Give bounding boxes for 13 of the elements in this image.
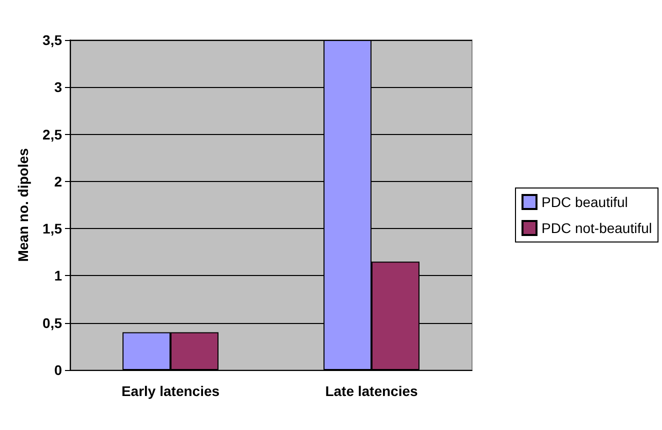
legend-label: PDC not-beautiful [541, 220, 652, 236]
y-tick-label: 1,5 [42, 220, 62, 237]
y-tick-label: 3,5 [42, 32, 62, 48]
y-tick-label: 2,5 [42, 126, 62, 142]
legend-label: PDC beautiful [541, 194, 628, 210]
y-tick-label: 1 [54, 268, 62, 284]
x-tick-label: Late latencies [325, 383, 418, 399]
y-tick-label: 0 [54, 362, 62, 378]
y-tick-label: 2 [54, 173, 62, 190]
x-tick-label: Early latencies [121, 383, 220, 399]
y-tick-label: 0,5 [42, 314, 62, 331]
y-tick-label: 3 [54, 79, 62, 96]
y-axis-title: Mean no. dipoles [15, 148, 31, 262]
